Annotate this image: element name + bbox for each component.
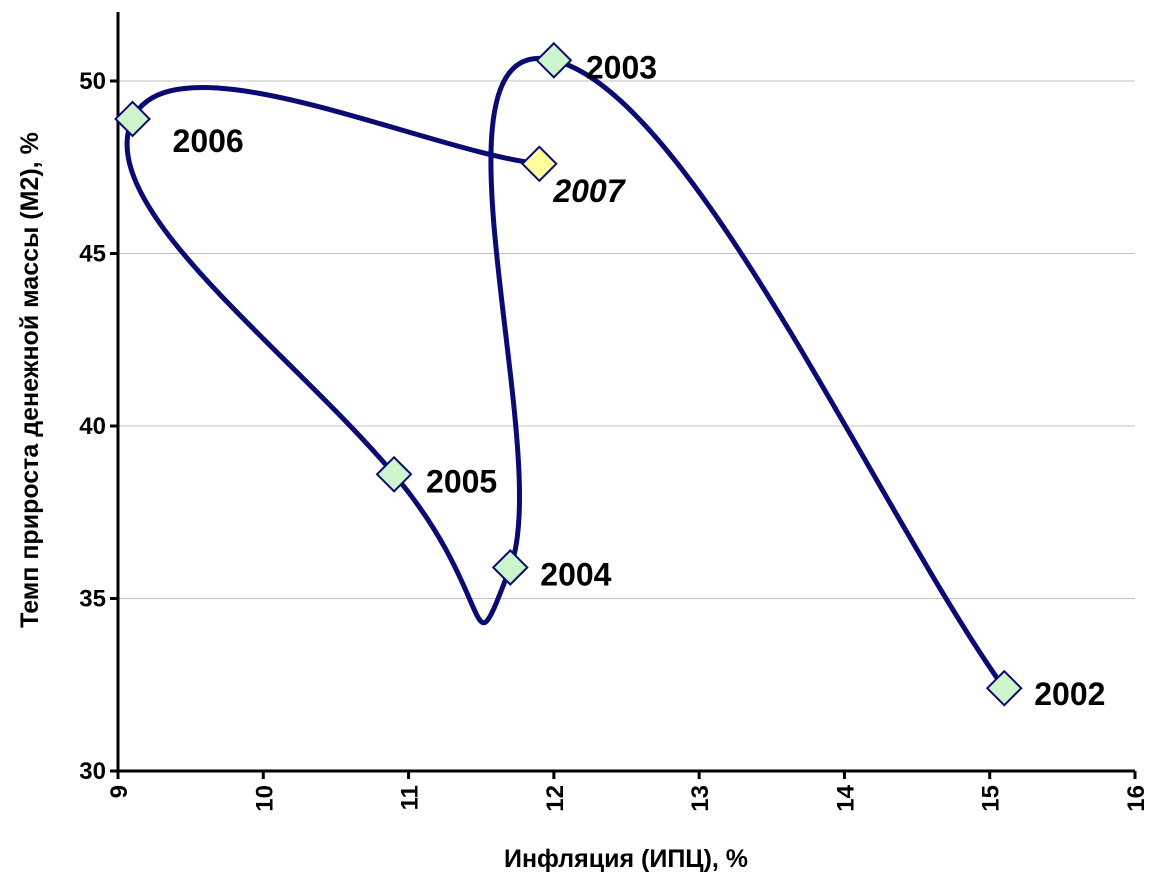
y-tick-label: 35 (79, 586, 106, 613)
data-point-marker (520, 145, 558, 183)
data-point-label: 2004 (540, 556, 611, 592)
x-tick-label: 13 (687, 785, 714, 812)
x-tick-label: 15 (978, 785, 1005, 812)
y-tick-label: 40 (79, 413, 106, 440)
data-point-marker (375, 455, 413, 493)
gridlines (118, 80, 1135, 599)
x-tick-label: 14 (832, 784, 859, 811)
y-tick-label: 45 (79, 241, 106, 268)
data-point-label: 2007 (552, 173, 626, 209)
x-tick-label: 11 (397, 785, 424, 810)
data-point-marker (491, 549, 529, 586)
y-ticks: 30 35 40 45 50 (79, 68, 118, 785)
data-point-label: 2006 (173, 123, 244, 159)
axes (116, 12, 1135, 773)
x-tick-label: 10 (251, 785, 278, 812)
y-axis-title: Темп прироста денежной массы (М2), % (16, 132, 44, 628)
x-tick-label: 12 (542, 785, 569, 812)
y-tick-label: 30 (79, 758, 106, 785)
point-labels: 2002 2003 2004 2005 2006 2007 (173, 49, 1106, 712)
series-line (124, 55, 1007, 691)
data-point-marker (535, 41, 573, 79)
data-point-marker (114, 100, 151, 138)
markers (114, 41, 1023, 707)
x-tick-label: 9 (106, 785, 133, 798)
x-axis-title: Инфляция (ИПЦ), % (504, 845, 748, 873)
x-ticks: 9 10 11 12 13 14 15 16 (106, 771, 1150, 812)
x-tick-label: 16 (1123, 785, 1150, 812)
data-point-label: 2003 (586, 49, 657, 85)
data-point-marker (985, 669, 1023, 707)
data-point-label: 2005 (426, 463, 497, 499)
data-point-label: 2002 (1034, 676, 1105, 712)
y-tick-label: 50 (79, 68, 106, 95)
